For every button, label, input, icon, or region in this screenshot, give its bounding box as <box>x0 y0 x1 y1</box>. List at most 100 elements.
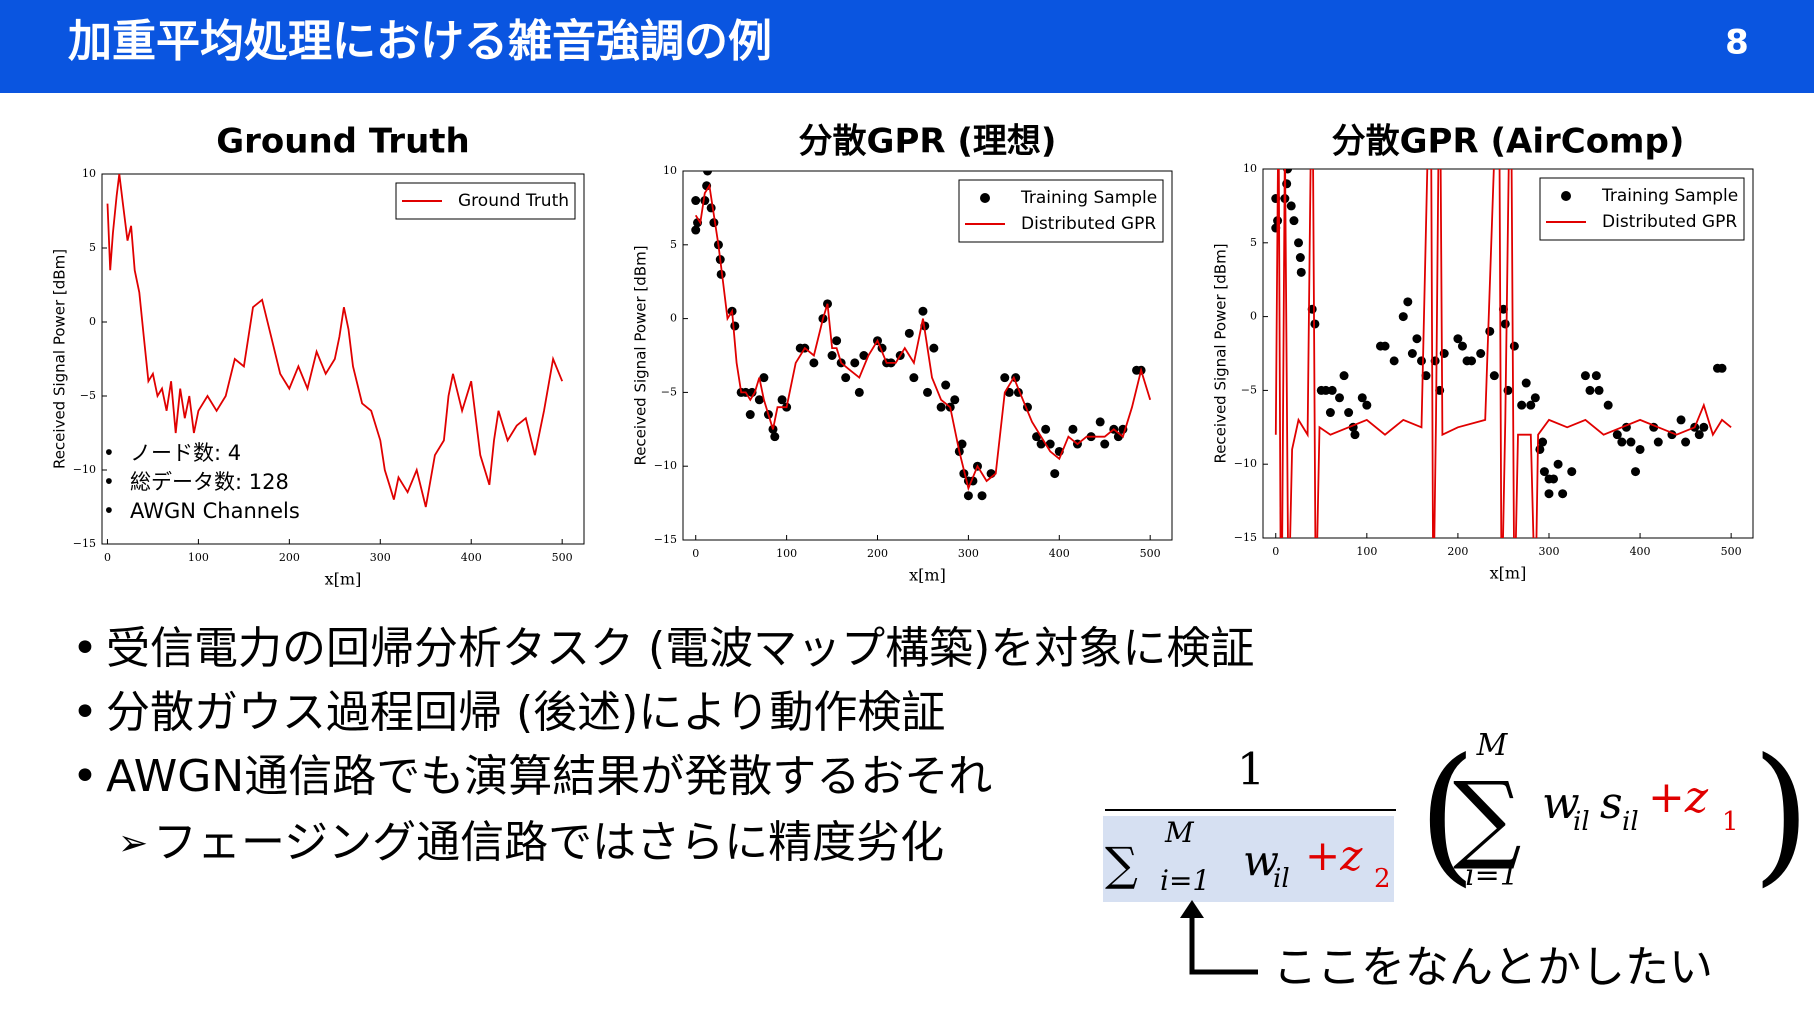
highlight <box>1103 816 1394 902</box>
training-sample <box>1553 459 1563 469</box>
x-tick-label: 0 <box>104 551 111 564</box>
plot-frame <box>682 170 1173 541</box>
lower: i=1 <box>1465 858 1519 893</box>
x-tick-label: 100 <box>188 551 209 564</box>
legend-label: Training Sample <box>1020 188 1157 208</box>
training-sample <box>1635 444 1645 454</box>
training-sample <box>759 373 769 383</box>
training-sample <box>1558 489 1568 499</box>
training-sample <box>1327 385 1337 395</box>
plot-frame <box>101 173 585 545</box>
note: AWGN Channels <box>130 499 300 523</box>
y-tick-label: −10 <box>654 459 677 472</box>
training-sample <box>909 373 919 383</box>
training-sample <box>1517 400 1527 410</box>
x-tick-label: 500 <box>1140 547 1161 560</box>
y-tick-label: 0 <box>670 312 677 325</box>
training-sample <box>1286 201 1296 211</box>
training-sample <box>1485 326 1495 336</box>
formula: 1 ∑ M i=1 w il +z 2 ( ∑ M i=1 w il s il … <box>1103 727 1811 993</box>
training-sample <box>754 395 764 405</box>
y-tick-label: 10 <box>82 167 96 180</box>
training-sample <box>1380 341 1390 351</box>
x-axis-label: x[m] <box>909 566 946 585</box>
sub-bullet: フェージング通信路ではさらに精度劣化 <box>153 817 944 868</box>
training-sample <box>1041 424 1051 434</box>
legend-box <box>958 179 1164 243</box>
y-tick-label: −10 <box>1234 457 1257 470</box>
noise: +z <box>1305 831 1363 880</box>
line <box>106 174 564 508</box>
legend-label: Distributed GPR <box>1021 214 1156 234</box>
training-sample <box>1580 371 1590 381</box>
training-sample <box>1321 385 1331 395</box>
training-sample <box>859 351 869 360</box>
page-number: 8 <box>1725 23 1749 63</box>
training-sample <box>1544 489 1554 499</box>
training-sample <box>809 358 819 368</box>
training-sample <box>1100 439 1110 449</box>
arrow-head <box>1180 900 1204 918</box>
note-dot: • <box>103 470 115 494</box>
training-sample <box>1567 467 1577 477</box>
bullet-dot: • <box>72 623 98 674</box>
x-tick-label: 500 <box>1721 545 1742 558</box>
slide-title: 加重平均処理における雑音強調の例 <box>68 16 772 67</box>
bullet-dot: • <box>72 751 98 802</box>
training-sample <box>1050 469 1060 479</box>
training-sample <box>1717 363 1727 373</box>
annotation: ここをなんとかしたい <box>1273 942 1713 993</box>
line <box>694 183 1152 492</box>
training-sample <box>691 196 701 206</box>
y-tick-label: −15 <box>654 533 677 546</box>
training-sample <box>963 491 973 501</box>
chart-title: Ground Truth <box>216 122 470 162</box>
noise-sub: 2 <box>1374 864 1391 894</box>
sum: ∑ <box>1105 837 1138 891</box>
training-sample <box>1350 430 1360 440</box>
bullet-dot: • <box>72 687 98 738</box>
training-sample <box>1631 467 1641 477</box>
training-sample <box>1530 393 1540 403</box>
noise-sub: 1 <box>1722 807 1739 837</box>
training-sample <box>1626 437 1636 447</box>
training-sample <box>1282 179 1292 189</box>
bullets: • 受信電力の回帰分析タスク (電波マップ構築)を対象に検証 • 分散ガウス過程… <box>72 623 1254 868</box>
training-sample <box>1539 467 1549 477</box>
plot-area <box>1271 169 1732 538</box>
term2: s <box>1600 778 1623 829</box>
training-sample <box>1612 430 1622 440</box>
training-sample <box>1421 371 1431 381</box>
lower: i=1 <box>1160 864 1210 897</box>
paren: ( <box>1418 727 1477 901</box>
training-sample <box>1457 341 1467 351</box>
legend-label: Ground Truth <box>458 191 569 211</box>
training-sample <box>1653 437 1663 447</box>
noise: +z <box>1648 772 1709 823</box>
training-sample <box>918 306 928 316</box>
training-sample <box>1694 430 1704 440</box>
upper: M <box>1476 728 1509 763</box>
upper: M <box>1164 816 1195 849</box>
training-sample <box>1398 312 1408 322</box>
plot-area <box>691 171 1152 501</box>
training-sample <box>904 328 914 338</box>
x-tick-label: 400 <box>461 551 482 564</box>
term: w <box>1542 778 1580 829</box>
training-sample <box>1526 400 1536 410</box>
training-sample <box>1594 385 1604 395</box>
training-sample <box>941 380 951 390</box>
training-sample <box>1676 415 1686 425</box>
training-sample <box>950 395 960 405</box>
training-sample <box>1538 437 1548 447</box>
training-sample <box>1095 417 1105 427</box>
training-sample <box>1416 356 1426 366</box>
training-sample <box>923 387 932 397</box>
legend-marker <box>1561 191 1571 201</box>
training-sample <box>1412 334 1422 344</box>
x-tick-label: 0 <box>692 547 699 560</box>
y-axis-label: Received Signal Power [dBm] <box>632 245 650 465</box>
sum: ∑ <box>1453 761 1522 873</box>
bullet: AWGN通信路でも演算結果が発散するおそれ <box>106 751 992 802</box>
training-sample <box>1389 356 1399 366</box>
